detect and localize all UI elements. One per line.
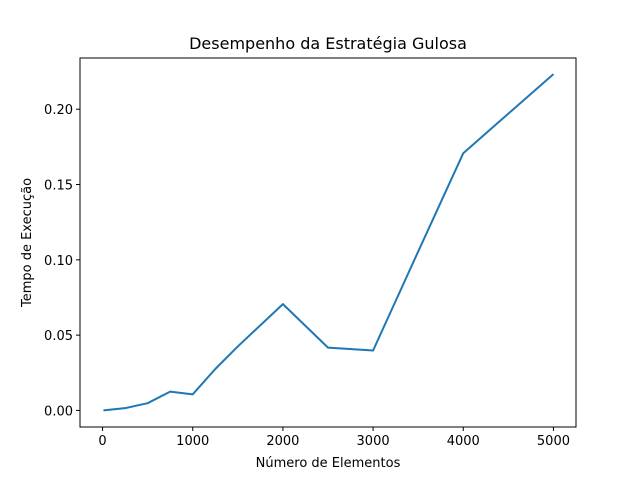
x-tick-label: 1000 bbox=[176, 434, 209, 449]
series-line bbox=[103, 73, 555, 412]
x-axis-label: Número de Elementos bbox=[256, 456, 401, 471]
y-axis-label: Tempo de Execução bbox=[20, 178, 35, 308]
y-tick-label: 0.20 bbox=[44, 103, 73, 118]
x-tick-label: 5000 bbox=[537, 434, 570, 449]
axes-frame bbox=[79, 57, 577, 428]
x-tick-label: 3000 bbox=[357, 434, 390, 449]
y-tick-label: 0.15 bbox=[44, 179, 73, 194]
y-tick-label: 0.00 bbox=[44, 404, 73, 419]
y-tick-label: 0.10 bbox=[44, 254, 73, 269]
x-tick-label: 0 bbox=[98, 434, 106, 449]
y-tick-label: 0.05 bbox=[44, 329, 73, 344]
chart-title: Desempenho da Estratégia Gulosa bbox=[189, 34, 467, 53]
x-tick-label: 4000 bbox=[447, 434, 480, 449]
x-tick-label: 2000 bbox=[266, 434, 299, 449]
plot-area bbox=[103, 73, 555, 412]
axis-ticks: 0 1000 2000 3000 4000 5000 0.00 0.05 0.10 0.15 0.2… bbox=[44, 103, 570, 449]
